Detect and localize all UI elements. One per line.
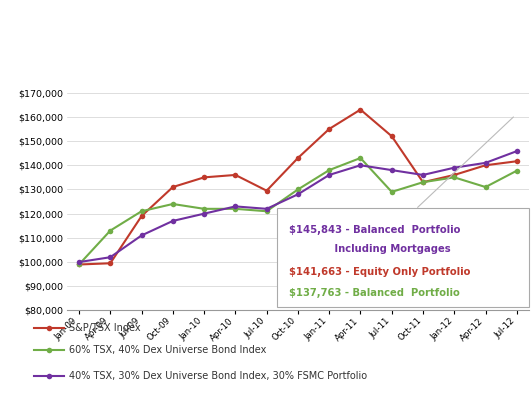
Text: Including Mortgages: Including Mortgages (289, 244, 450, 254)
Text: 40% TSX, 30% Dex Universe Bond Index, 30% FSMC Portfolio: 40% TSX, 30% Dex Universe Bond Index, 30… (69, 371, 368, 381)
Text: Adding  FSAM Mortgage Portfolio: Adding FSAM Mortgage Portfolio (114, 18, 418, 33)
Text: $137,763 - Balanced  Portfolio: $137,763 - Balanced Portfolio (289, 288, 460, 298)
Text: $145,843 - Balanced  Portfolio: $145,843 - Balanced Portfolio (289, 226, 460, 235)
Text: S&P/TSX Index: S&P/TSX Index (69, 323, 141, 333)
Text: $141,663 - Equity Only Portfolio: $141,663 - Equity Only Portfolio (289, 267, 470, 277)
FancyBboxPatch shape (277, 208, 529, 307)
Text: Reduces Volatility, Increases Returns: Reduces Volatility, Increases Returns (98, 48, 434, 63)
Text: 60% TSX, 40% Dex Universe Bond Index: 60% TSX, 40% Dex Universe Bond Index (69, 345, 267, 355)
